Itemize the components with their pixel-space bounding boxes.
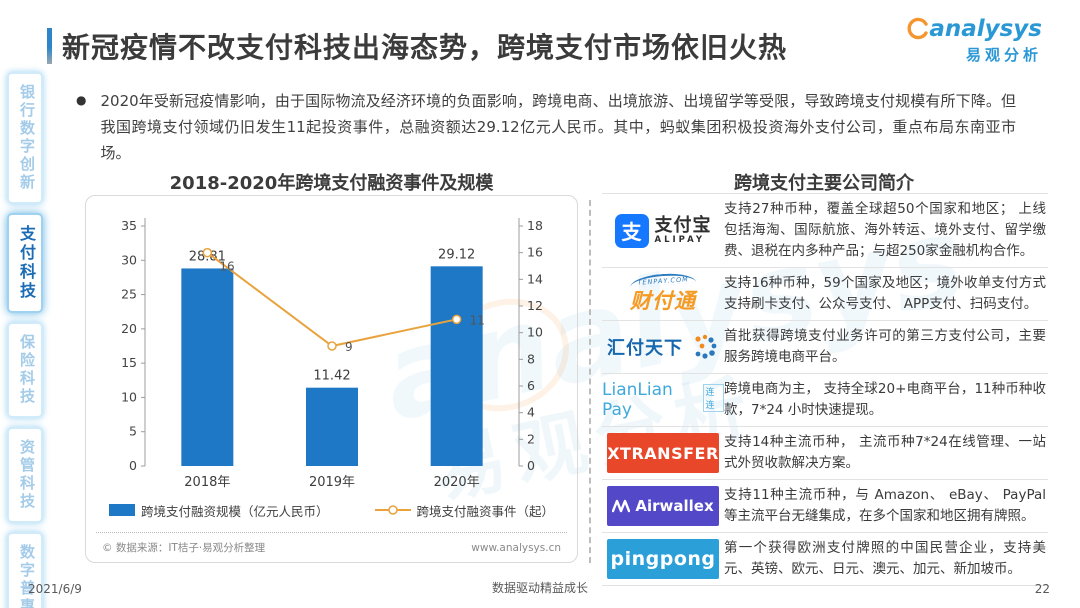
summary-bullet: ● 2020年受新冠疫情影响，由于国际物流及经济环境的负面影响，跨境电商、出境旅… bbox=[76, 88, 1016, 166]
funding-chart-panel: 0510152025303502468101214161828.812018年1… bbox=[85, 195, 578, 563]
tab-asset-mgmt-tech[interactable]: 资管科技 bbox=[7, 427, 43, 523]
lianlian-logo: LianLian Pay 连连 bbox=[602, 380, 724, 420]
airwallex-desc: 支持11种主流币种，与 Amazon、 eBay、 PayPal等主流平台无缝集… bbox=[724, 487, 1046, 524]
source-url[interactable]: www.analysys.cn bbox=[471, 541, 561, 554]
svg-text:0: 0 bbox=[527, 458, 535, 473]
summary-text: 2020年受新冠疫情影响，由于国际物流及经济环境的负面影响，跨境电商、出境旅游、… bbox=[100, 92, 1016, 162]
pingpong-name: pingpong bbox=[607, 539, 719, 579]
page-title: 新冠疫情不改支付科技出海态势，跨境支付市场依旧火热 bbox=[47, 26, 787, 66]
xtransfer-logo: XTRANSFER bbox=[602, 433, 724, 473]
huifu-logo: 汇付天下 bbox=[602, 332, 724, 362]
company-row-lianlian: LianLian Pay 连连 跨境电商为主， 支持全球20+电商平台，11种币… bbox=[602, 374, 1048, 427]
tab-bank-digital-innovation[interactable]: 银行数字创新 bbox=[7, 72, 43, 204]
section-tabs: 银行数字创新 支付科技 保险科技 资管科技 数字普惠 bbox=[5, 72, 43, 608]
company-row-xtransfer: XTRANSFER 支持14种主流币种， 主流币种7*24在线管理、一站式外贸收… bbox=[602, 427, 1048, 480]
airwallex-logo: Airwallex bbox=[602, 486, 724, 526]
svg-text:4: 4 bbox=[527, 405, 535, 420]
svg-text:6: 6 bbox=[527, 378, 535, 393]
huifu-name: 汇付天下 bbox=[607, 338, 683, 359]
lianlian-name: LianLian Pay bbox=[602, 380, 673, 420]
company-row-pingpong: pingpong 第一个获得欧洲支付牌照的中国民营企业，支持美元、英镑、欧元、日… bbox=[602, 533, 1048, 586]
svg-text:18: 18 bbox=[527, 218, 543, 233]
pingpong-desc: 第一个获得欧洲支付牌照的中国民营企业，支持美元、英镑、欧元、日元、澳元、加元、新… bbox=[724, 540, 1046, 577]
airwallex-name: Airwallex bbox=[635, 497, 714, 515]
alipay-name: 支付宝 bbox=[654, 214, 712, 236]
bullet-dot-icon: ● bbox=[76, 93, 87, 107]
alipay-desc: 支持27种币种，覆盖全球超50个国家和地区； 上线包括海淘、国际航旅、海外转运、… bbox=[724, 201, 1046, 259]
svg-text:9: 9 bbox=[345, 340, 353, 354]
chart-legend: 跨境支付融资规模（亿元人民币） 跨境支付融资事件（起） bbox=[86, 498, 577, 522]
company-row-airwallex: Airwallex 支持11种主流币种，与 Amazon、 eBay、 PayP… bbox=[602, 480, 1048, 533]
svg-text:2019年: 2019年 bbox=[308, 475, 354, 490]
analysys-logo-icon bbox=[907, 17, 929, 40]
svg-text:35: 35 bbox=[121, 218, 137, 233]
legend-bar-swatch bbox=[108, 504, 135, 516]
footer-page-number: 22 bbox=[1034, 582, 1050, 596]
svg-text:16: 16 bbox=[527, 245, 543, 260]
svg-text:2: 2 bbox=[527, 431, 535, 446]
tenpay-sub: TENPAY.COM bbox=[629, 271, 697, 287]
companies-title: 跨境支付主要公司简介 bbox=[734, 173, 914, 194]
svg-text:12: 12 bbox=[527, 298, 543, 313]
alipay-badge-icon: 支 bbox=[614, 213, 649, 248]
page-title-text: 新冠疫情不改支付科技出海态势，跨境支付市场依旧火热 bbox=[62, 31, 788, 64]
alipay-logo: 支 支付宝 ALIPAY bbox=[602, 213, 724, 248]
brand-name-cn: 易观分析 bbox=[965, 46, 1042, 64]
legend-line-label: 跨境支付融资事件（起） bbox=[416, 503, 555, 519]
tenpay-logo: TENPAY.COM 财付通 bbox=[602, 271, 724, 315]
legend-item-line: 跨境支付融资事件（起） bbox=[374, 501, 555, 520]
company-row-huifu: 汇付天下 首批获得跨境支付业务许可的第三方支付公司，主要服务跨境电商平台。 bbox=[602, 321, 1048, 374]
pingpong-logo: pingpong bbox=[602, 539, 724, 579]
vertical-divider bbox=[589, 200, 591, 563]
svg-text:10: 10 bbox=[121, 389, 137, 404]
svg-text:5: 5 bbox=[129, 424, 137, 439]
tab-payment-tech[interactable]: 支付科技 bbox=[7, 213, 43, 313]
legend-bar-label: 跨境支付融资规模（亿元人民币） bbox=[140, 503, 329, 519]
legend-line-swatch bbox=[374, 505, 411, 515]
footer-slogan: 数据驱动精益成长 bbox=[491, 581, 588, 595]
data-source-text: © 数据来源：IT桔子·易观分析整理 bbox=[102, 542, 266, 554]
xtransfer-name: XTRANSFER bbox=[607, 433, 719, 473]
xtransfer-desc: 支持14种主流币种， 主流币种7*24在线管理、一站式外贸收款解决方案。 bbox=[724, 434, 1046, 471]
svg-text:8: 8 bbox=[527, 351, 535, 366]
svg-text:10: 10 bbox=[527, 325, 543, 340]
funding-chart-svg: 0510152025303502468101214161828.812018年1… bbox=[121, 218, 543, 490]
svg-text:29.12: 29.12 bbox=[438, 247, 475, 262]
companies-list: 支 支付宝 ALIPAY 支持27种币种，覆盖全球超50个国家和地区； 上线包括… bbox=[602, 193, 1048, 586]
huifu-swirl-icon bbox=[695, 334, 717, 359]
tenpay-name: 财付通 bbox=[630, 288, 696, 313]
svg-text:16: 16 bbox=[219, 260, 234, 274]
svg-text:11: 11 bbox=[469, 313, 484, 327]
alipay-sub: ALIPAY bbox=[654, 235, 706, 246]
footer-date: 2021/6/9 bbox=[28, 582, 82, 596]
svg-text:0: 0 bbox=[129, 458, 137, 473]
lianlian-desc: 跨境电商为主， 支持全球20+电商平台，11种币种收款，7*24 小时快速提现。 bbox=[724, 381, 1046, 418]
company-row-tenpay: TENPAY.COM 财付通 支持16种币种，59个国家及地区；境外收单支付方式… bbox=[602, 268, 1048, 321]
lianlian-sub: 连连 bbox=[703, 384, 724, 412]
huifu-desc: 首批获得跨境支付业务许可的第三方支付公司，主要服务跨境电商平台。 bbox=[724, 328, 1046, 365]
svg-text:25: 25 bbox=[121, 287, 137, 302]
tab-digital-inclusion[interactable]: 数字普惠 bbox=[7, 532, 43, 608]
svg-text:20: 20 bbox=[121, 321, 137, 336]
legend-item-bar: 跨境支付融资规模（亿元人民币） bbox=[108, 501, 329, 520]
svg-text:14: 14 bbox=[527, 271, 543, 286]
svg-text:2018年: 2018年 bbox=[184, 475, 230, 490]
title-accent-bar bbox=[47, 28, 52, 64]
tab-insurance-tech[interactable]: 保险科技 bbox=[7, 322, 43, 418]
airwallex-wave-icon bbox=[612, 499, 631, 513]
svg-text:30: 30 bbox=[121, 252, 137, 267]
svg-text:15: 15 bbox=[121, 355, 137, 370]
chart-title: 2018-2020年跨境支付融资事件及规模 bbox=[169, 173, 494, 194]
brand-name-en: analysys bbox=[929, 16, 1042, 42]
chart-source-row: © 数据来源：IT桔子·易观分析整理 www.analysys.cn bbox=[96, 532, 567, 562]
company-row-alipay: 支 支付宝 ALIPAY 支持27种币种，覆盖全球超50个国家和地区； 上线包括… bbox=[602, 194, 1048, 268]
brand-logo: analysys 易观分析 bbox=[905, 14, 1042, 65]
svg-text:11.42: 11.42 bbox=[313, 369, 350, 384]
svg-text:2020年: 2020年 bbox=[433, 475, 479, 490]
tenpay-desc: 支持16种币种，59个国家及地区；境外收单支付方式支持刷卡支付、公众号支付、 A… bbox=[724, 275, 1046, 312]
